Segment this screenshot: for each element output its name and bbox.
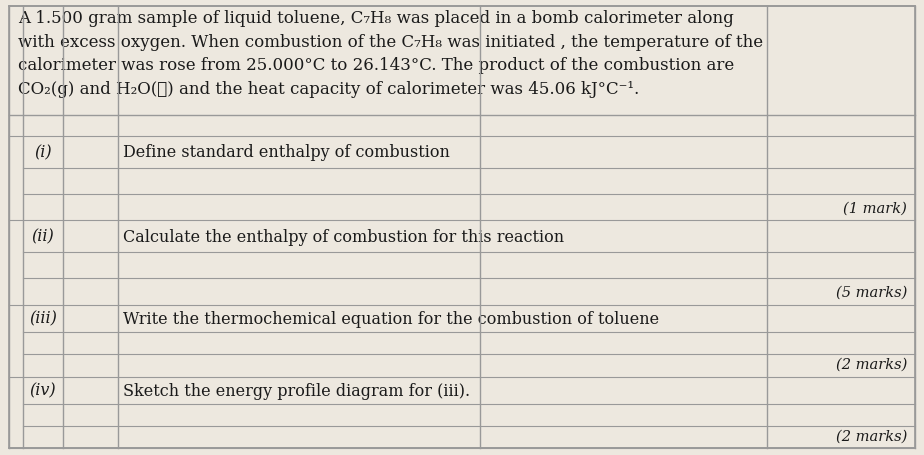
Text: (i): (i): [34, 144, 52, 161]
Text: (2 marks): (2 marks): [836, 357, 907, 371]
Text: (ii): (ii): [31, 228, 55, 245]
Text: (iv): (iv): [30, 382, 56, 399]
Text: (iii): (iii): [29, 310, 57, 327]
Text: Define standard enthalpy of combustion: Define standard enthalpy of combustion: [123, 144, 450, 161]
Text: (2 marks): (2 marks): [836, 429, 907, 443]
Text: Calculate the enthalpy of combustion for this reaction: Calculate the enthalpy of combustion for…: [123, 228, 564, 245]
Text: (1 mark): (1 mark): [844, 201, 907, 215]
Text: Sketch the energy profile diagram for (iii).: Sketch the energy profile diagram for (i…: [123, 382, 470, 399]
Text: (5 marks): (5 marks): [836, 285, 907, 299]
Text: A 1.500 gram sample of liquid toluene, C₇H₈ was placed in a bomb calorimeter alo: A 1.500 gram sample of liquid toluene, C…: [18, 10, 763, 97]
Text: Write the thermochemical equation for the combustion of toluene: Write the thermochemical equation for th…: [123, 310, 659, 327]
